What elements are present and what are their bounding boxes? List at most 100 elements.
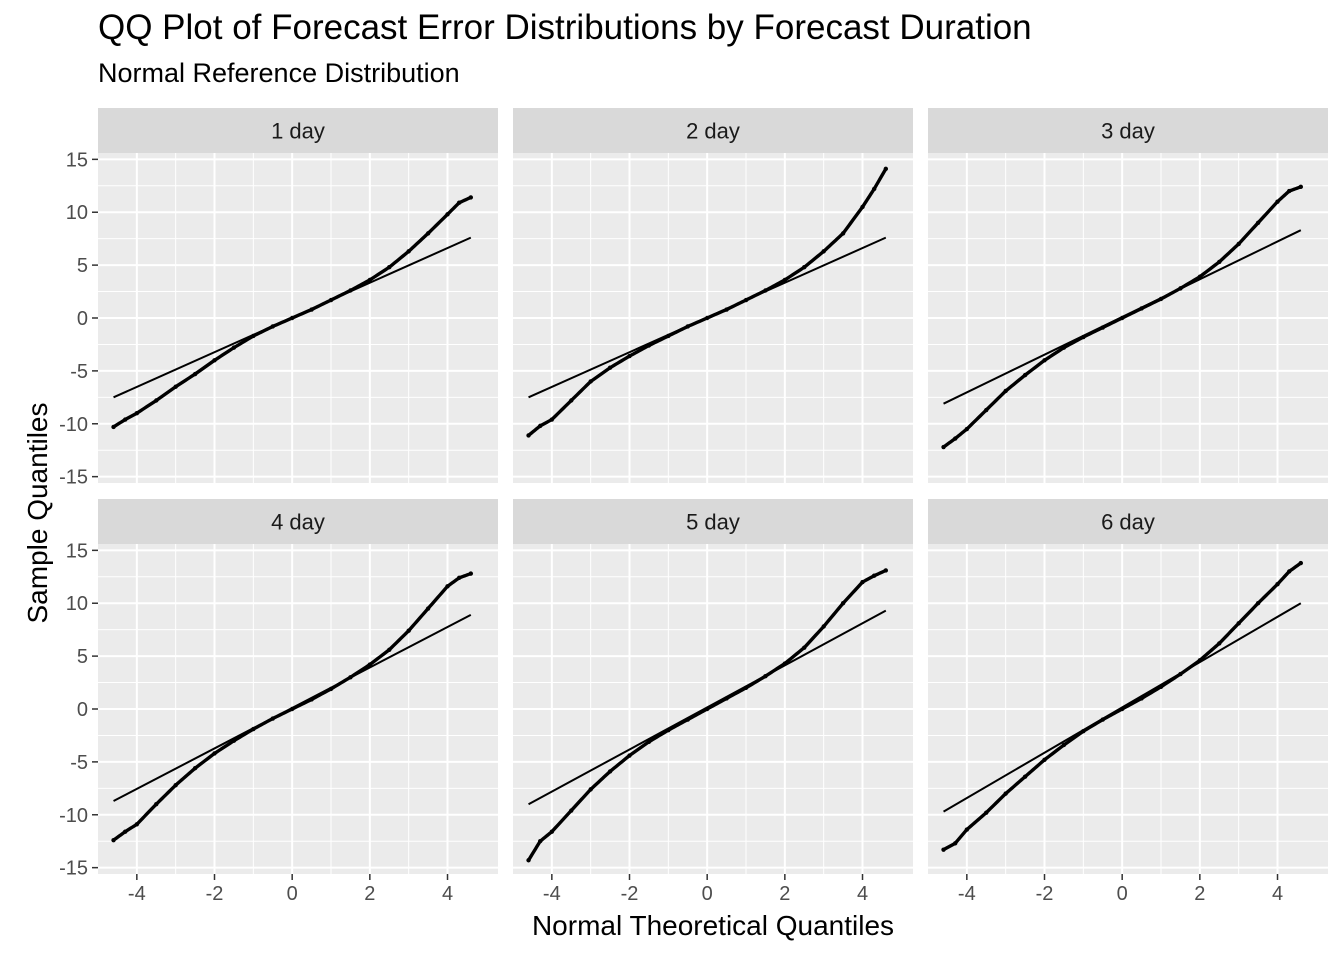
qq-sample-point [1255, 601, 1261, 606]
qq-sample-point [445, 584, 450, 589]
y-tick-label: -10 [59, 414, 88, 436]
qq-sample-point [941, 444, 946, 450]
qq-sample-point [607, 769, 613, 774]
qq-sample-point [964, 426, 970, 432]
facet-strip [513, 499, 913, 544]
qq-sample-point [821, 249, 826, 254]
qq-sample-point [406, 628, 411, 633]
qq-sample-point [666, 727, 671, 733]
qq-sample-point [952, 436, 958, 441]
qq-sample-point [704, 706, 710, 712]
qq-sample-point [1119, 315, 1125, 321]
x-tick-label: 0 [287, 883, 298, 905]
qq-sample-point [111, 837, 116, 843]
qq-sample-point [1061, 742, 1067, 748]
facet-strip [98, 499, 498, 544]
qq-sample-point [526, 858, 531, 863]
qq-sample-point [192, 766, 198, 771]
qq-sample-point [122, 829, 128, 834]
qq-sample-point [1003, 791, 1008, 796]
qq-sample-point [1197, 658, 1203, 663]
qq-sample-point [821, 624, 826, 629]
qq-sample-point [588, 379, 593, 384]
qq-sample-point [1298, 184, 1304, 190]
qq-sample-point [840, 601, 846, 606]
x-tick-label: 4 [857, 883, 868, 905]
facet-strip-label: 5 day [686, 510, 740, 535]
facet-panel: 3 day [928, 108, 1328, 483]
qq-sample-point [328, 686, 334, 692]
qq-sample-point [840, 231, 846, 236]
facet-strip [513, 108, 913, 153]
qq-sample-point [1298, 560, 1304, 566]
facet-strip-label: 2 day [686, 119, 740, 144]
facet-strip [98, 108, 498, 153]
y-axis-label: Sample Quantiles [22, 402, 53, 624]
y-tick-label: 5 [77, 646, 88, 668]
qq-sample-point [154, 398, 159, 403]
x-tick-label: -4 [128, 883, 146, 905]
qq-sample-point [724, 307, 729, 312]
qq-sample-point [1178, 286, 1183, 291]
qq-sample-point [154, 801, 159, 807]
qq-sample-point [1061, 345, 1067, 350]
y-tick-label: 0 [77, 308, 88, 330]
qq-sample-point [192, 371, 198, 377]
y-tick-label: -5 [70, 752, 88, 774]
y-tick-label: 15 [66, 149, 88, 171]
qq-sample-point [1158, 296, 1164, 302]
qq-sample-point [387, 265, 392, 270]
x-tick-label: 4 [442, 883, 453, 905]
qq-sample-point [251, 333, 256, 339]
qq-sample-point [309, 307, 314, 312]
x-tick-label: -2 [206, 883, 224, 905]
qq-sample-point [1178, 671, 1183, 677]
qq-sample-point [685, 717, 690, 722]
facet-panel: 1 day 15 10 5 0 -5 -10 -15 [59, 108, 498, 489]
qq-sample-point [763, 288, 768, 293]
y-tick-label: 10 [66, 202, 88, 224]
facet-strip-label: 6 day [1101, 510, 1155, 535]
qq-sample-point [569, 808, 574, 813]
qq-sample-point [1275, 199, 1280, 204]
facet-strip-label: 3 day [1101, 119, 1155, 144]
facet-panel: 6 day -4 -2 0 2 4 [928, 499, 1328, 905]
x-tick-label: 0 [702, 883, 713, 905]
x-tick-label: -4 [543, 883, 561, 905]
facet-panel: 4 day 15 10 5 0 -5 -10 -15 -4 -2 0 2 4 [59, 499, 498, 905]
qq-sample-point [627, 753, 632, 758]
x-tick-label: -2 [621, 883, 639, 905]
qq-sample-point [425, 606, 431, 611]
qq-sample-point [1275, 581, 1280, 587]
qq-sample-point [1217, 641, 1222, 646]
qq-sample-point [883, 568, 889, 573]
x-tick-label: -4 [958, 883, 976, 905]
qq-sample-point [1042, 757, 1047, 762]
qq-sample-point [270, 716, 275, 721]
qq-sample-point [1197, 274, 1203, 279]
qq-sample-point [231, 345, 237, 350]
qq-sample-point [425, 231, 431, 236]
qq-sample-point [134, 822, 140, 827]
qq-sample-point [1081, 729, 1086, 734]
qq-sample-point [1022, 774, 1028, 779]
qq-sample-point [1022, 372, 1028, 378]
qq-sample-point [1217, 259, 1222, 265]
qq-sample-point [883, 166, 889, 172]
qq-sample-point [1286, 188, 1292, 194]
qq-sample-point [537, 423, 543, 429]
qq-sample-point [445, 212, 450, 217]
qq-sample-point [468, 571, 474, 576]
x-tick-label: 0 [1117, 883, 1128, 905]
qq-sample-point [588, 787, 593, 792]
qq-sample-point [1158, 684, 1164, 689]
qq-sample-point [952, 841, 958, 846]
y-tick-label: -10 [59, 805, 88, 827]
qq-sample-point [367, 662, 373, 667]
qq-sample-point [871, 186, 877, 192]
qq-sample-point [743, 685, 749, 691]
y-tick-label: 5 [77, 255, 88, 277]
qq-sample-point [348, 675, 353, 680]
qq-sample-point [871, 573, 877, 578]
